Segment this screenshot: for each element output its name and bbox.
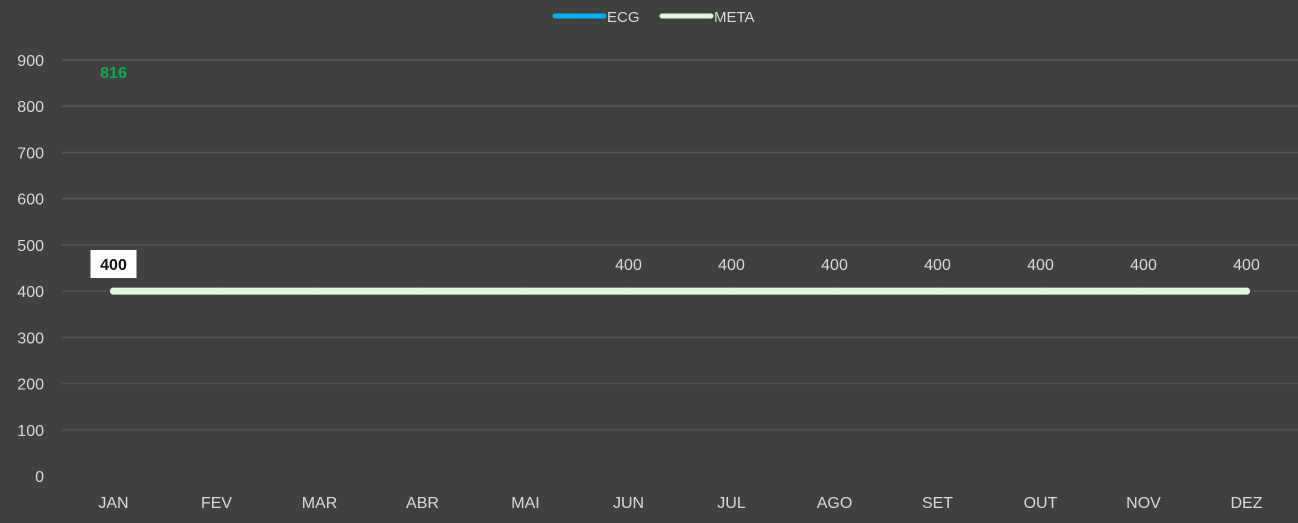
y-tick-label: 0 — [35, 469, 44, 486]
y-tick-label: 100 — [17, 423, 44, 440]
y-tick-label: 900 — [17, 53, 44, 70]
data-label-meta: 400 — [100, 257, 127, 274]
x-tick-label: DEZ — [1231, 495, 1263, 512]
data-label-meta: 400 — [1130, 257, 1157, 274]
legend-label-ecg: ECG — [607, 9, 640, 26]
x-tick-label: JAN — [98, 495, 128, 512]
y-tick-label: 300 — [17, 330, 44, 347]
data-label-ecg: 816 — [100, 65, 127, 82]
y-tick-label: 200 — [17, 377, 44, 394]
data-label-meta: 400 — [821, 257, 848, 274]
data-point-meta[interactable] — [1140, 287, 1147, 295]
y-tick-label: 400 — [17, 284, 44, 301]
data-label-meta: 400 — [615, 257, 642, 274]
gridlines — [61, 59, 1298, 436]
y-axis: 900 800 700 600 500 400 300 200 100 0 — [17, 53, 44, 486]
x-tick-label: MAI — [511, 495, 539, 512]
data-point-meta[interactable] — [110, 287, 117, 295]
data-point-meta[interactable] — [934, 287, 941, 295]
data-label-box-meta — [90, 250, 137, 278]
y-tick-label: 500 — [17, 238, 44, 255]
x-tick-label: MAR — [302, 495, 338, 512]
data-label-meta: 400 — [718, 257, 745, 274]
data-point-meta[interactable] — [419, 287, 426, 295]
data-point-meta[interactable] — [316, 287, 323, 295]
x-tick-label: AGO — [817, 495, 853, 512]
legend-item-meta[interactable]: META — [659, 9, 755, 26]
data-point-meta[interactable] — [1243, 287, 1250, 295]
data-point-meta[interactable] — [831, 287, 838, 295]
series-layer — [105, 283, 1255, 300]
y-tick-label: 700 — [17, 145, 44, 162]
x-tick-label: NOV — [1126, 495, 1161, 512]
data-point-meta[interactable] — [213, 287, 220, 295]
data-label-meta: 400 — [1233, 257, 1260, 274]
y-tick-label: 600 — [17, 192, 44, 209]
data-point-meta[interactable] — [625, 287, 632, 295]
x-tick-label: JUL — [717, 495, 746, 512]
legend: ECG META — [552, 9, 755, 26]
x-tick-label: OUT — [1024, 495, 1058, 512]
x-tick-label: FEV — [201, 495, 232, 512]
data-label-meta: 400 — [1027, 257, 1054, 274]
data-label-meta: 400 — [924, 257, 951, 274]
data-labels: 816 400 400 400 400 400 400 400 400 — [90, 65, 1260, 278]
x-tick-label: SET — [922, 495, 953, 512]
x-tick-label: JUN — [613, 495, 644, 512]
data-point-meta[interactable] — [522, 287, 529, 295]
x-axis: JAN FEV MAR ABR MAI JUN JUL AGO SET OUT NOV DEZ — [98, 495, 1262, 512]
data-point-meta[interactable] — [728, 287, 735, 295]
x-tick-label: ABR — [406, 495, 439, 512]
legend-item-ecg[interactable]: ECG — [552, 9, 640, 26]
data-point-meta[interactable] — [1037, 287, 1044, 295]
y-tick-label: 800 — [17, 99, 44, 116]
legend-label-meta: META — [714, 9, 755, 26]
